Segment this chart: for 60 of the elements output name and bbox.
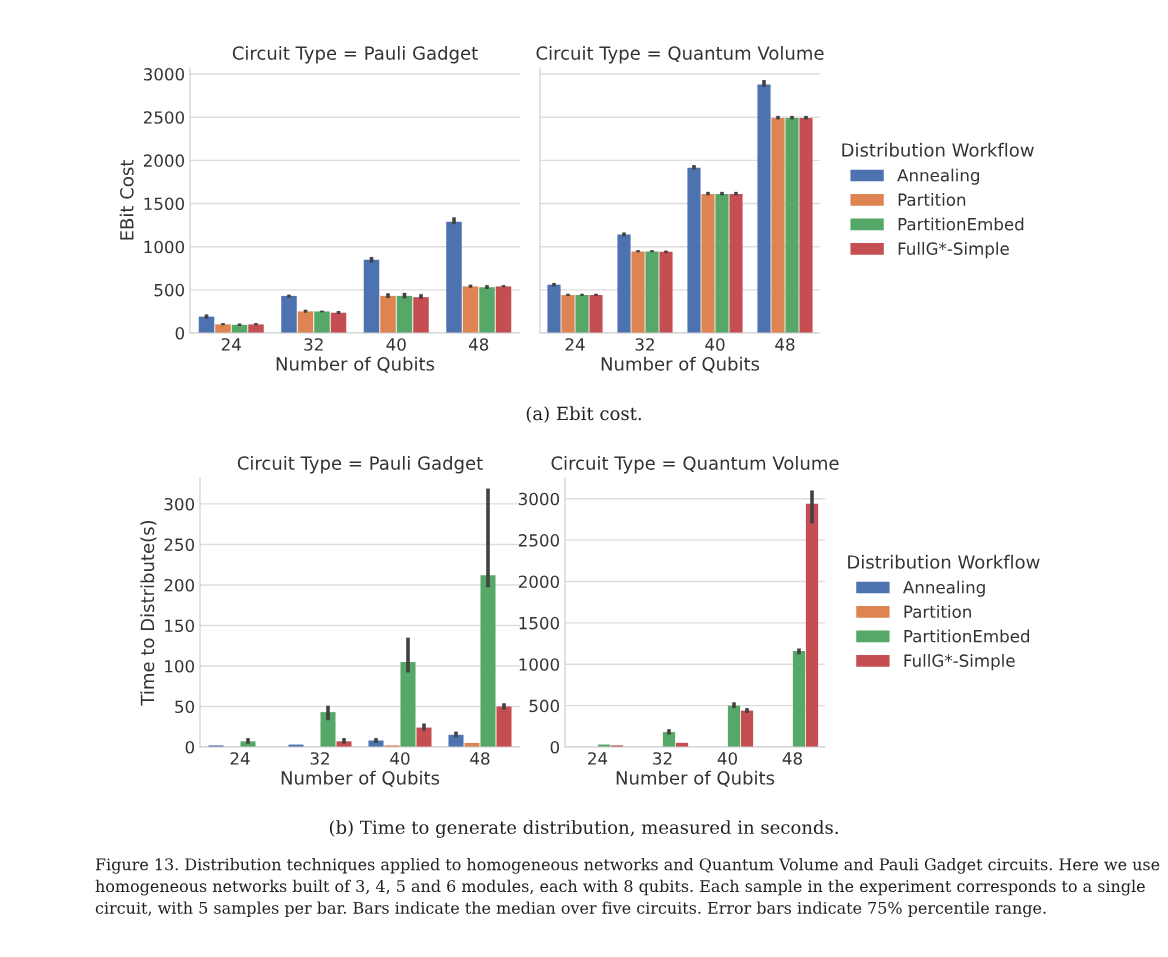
x-tick-label: 24	[588, 752, 608, 765]
y-tick-label: 1000	[144, 240, 185, 254]
x-axis-title: Number of Qubits	[276, 356, 435, 373]
legend-label: FullG*-Simple	[904, 654, 1015, 671]
x-tick-label: 32	[310, 752, 329, 765]
y-tick-label: 150	[165, 619, 195, 633]
y-tick-label: 1500	[144, 197, 185, 211]
legend-label: Annealing	[897, 168, 979, 185]
y-tick-label: 200	[164, 578, 195, 592]
y-tick-label: 250	[164, 538, 195, 552]
x-tick-label: 40	[705, 338, 725, 351]
y-tick-label: 500	[529, 699, 560, 713]
x-axis-title: Number of Qubits	[601, 356, 760, 373]
text: (b) Time to generate distribution, measured in seconds.	[329, 820, 838, 838]
legend-label: PartitionEmbed	[898, 217, 1024, 231]
y-tick-label: 0	[185, 740, 195, 754]
y-tick-label: 100	[165, 659, 195, 673]
x-tick-label: 48	[775, 338, 795, 351]
x-tick-label: 24	[221, 338, 241, 351]
chart-title: Circuit Type = Pauli Gadget	[237, 455, 483, 474]
y-tick-label: 3000	[143, 68, 185, 81]
x-tick-label: 24	[230, 752, 250, 765]
text: (a) Ebit cost.	[526, 406, 641, 423]
chart-title: Circuit Type = Quantum Volume	[536, 45, 824, 64]
y-tick-label: 2500	[518, 534, 560, 547]
y-tick-label: 3000	[518, 492, 560, 506]
caption: Figure 13. Distribution techniques applied to homogeneous networks and Quantum Volume and Pauli Gadget circuits. Here we use homogeneous networks built of 3, 4, 5 and 6 modules, each with 8 qubits. Each sample in the experiment corresponds to a single circuit, with 5 samples per bar. Bars indicate the median over five circuits. Error bars indicate 75% percentile range.	[95, 858, 1160, 918]
x-axis-title: Number of Qubits	[616, 770, 775, 787]
y-tick-label: 1500	[519, 616, 560, 630]
x-tick-label: 48	[470, 752, 490, 765]
y-tick-label: 1000	[519, 658, 560, 671]
y-tick-label: 0	[175, 326, 185, 340]
y-tick-label: 300	[164, 497, 195, 511]
legend-title: Distribution Workflow	[842, 142, 1034, 157]
x-axis-title: Number of Qubits	[281, 770, 440, 787]
x-tick-label: 40	[390, 752, 410, 765]
y-tick-label: 0	[550, 740, 560, 754]
legend-label: Annealing	[903, 580, 985, 597]
legend-title: Distribution Workflow	[848, 554, 1040, 569]
y-tick-label: 500	[154, 283, 185, 297]
x-tick-label: 40	[717, 752, 737, 765]
legend-label: Partition	[904, 605, 971, 619]
y-tick-label: 2000	[518, 575, 560, 589]
legend-label: PartitionEmbed	[904, 629, 1030, 643]
x-tick-label: 32	[635, 338, 654, 351]
x-tick-label: 48	[782, 752, 802, 765]
x-tick-label: 24	[565, 338, 585, 351]
x-tick-label: 40	[386, 338, 406, 351]
y-tick-label: 2000	[143, 154, 185, 167]
y-tick-label: 2500	[143, 111, 185, 124]
legend-label: FullG*-Simple	[898, 242, 1009, 259]
chart-title: Circuit Type = Quantum Volume	[551, 455, 839, 474]
y-tick-label: 50	[175, 700, 195, 714]
x-tick-label: 48	[468, 338, 489, 351]
y-axis-title: Time to Distribute(s)	[140, 520, 157, 706]
legend-label: Partition	[898, 193, 966, 207]
chart-title: Circuit Type = Pauli Gadget	[232, 45, 478, 64]
x-tick-label: 32	[653, 752, 672, 765]
x-tick-label: 32	[304, 338, 323, 351]
y-axis-title: EBit Cost	[119, 160, 134, 240]
